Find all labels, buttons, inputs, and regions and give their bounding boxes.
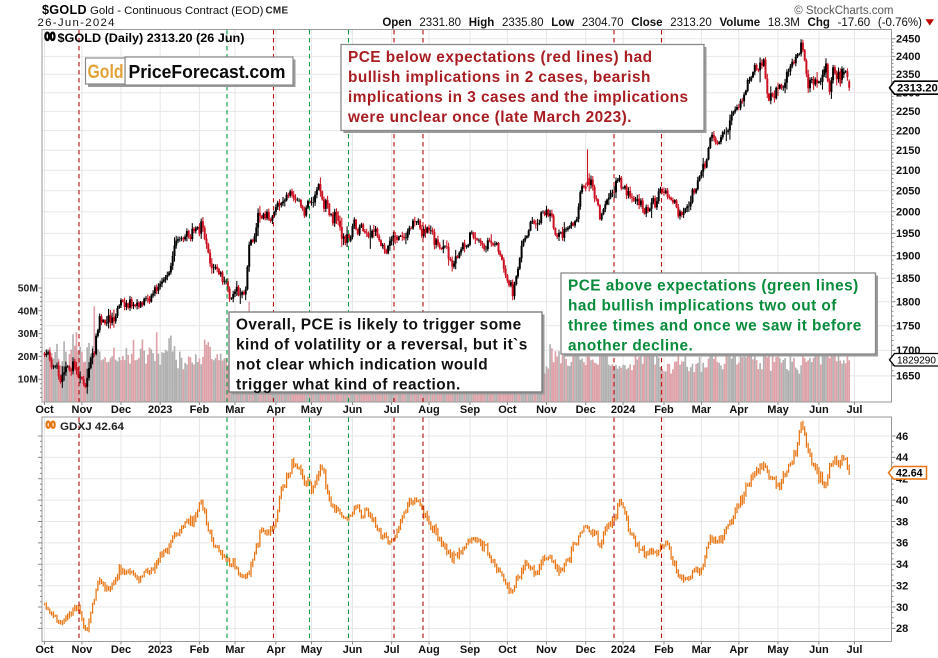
svg-text:46: 46 <box>896 431 908 443</box>
svg-text:2023: 2023 <box>148 404 172 416</box>
svg-text:PriceForecast.com: PriceForecast.com <box>129 61 286 82</box>
svg-text:Dec: Dec <box>111 644 131 656</box>
svg-text:Oct: Oct <box>498 644 517 656</box>
svg-text:2023: 2023 <box>148 644 172 656</box>
svg-text:PCE above expectations (green: PCE above expectations (green lines) <box>568 278 859 295</box>
svg-text:Apr: Apr <box>729 644 749 656</box>
svg-text:Oct: Oct <box>35 404 54 416</box>
svg-text:had bullish implications two o: had bullish implications two out of <box>568 298 837 315</box>
svg-text:Mar: Mar <box>692 404 712 416</box>
svg-text:Nov: Nov <box>536 404 558 416</box>
svg-text:Apr: Apr <box>266 404 286 416</box>
svg-text:not clear which indication wou: not clear which indication would <box>236 357 488 374</box>
svg-text:Feb: Feb <box>654 404 674 416</box>
svg-text:© StockCharts.com: © StockCharts.com <box>794 5 893 17</box>
svg-text:Jul: Jul <box>384 644 400 656</box>
svg-text:Sep: Sep <box>460 644 480 656</box>
svg-text:2450: 2450 <box>896 34 920 46</box>
svg-text:PCE below expectations (red li: PCE below expectations (red lines) had <box>348 49 652 66</box>
svg-text:Apr: Apr <box>729 404 749 416</box>
svg-text:30M: 30M <box>18 329 38 340</box>
svg-text:38: 38 <box>896 516 908 528</box>
svg-text:34: 34 <box>896 559 909 571</box>
svg-text:10M: 10M <box>18 375 38 386</box>
svg-text:2200: 2200 <box>896 125 920 137</box>
svg-text:Feb: Feb <box>654 644 674 656</box>
svg-text:1800: 1800 <box>896 297 920 309</box>
svg-text:Nov: Nov <box>72 644 94 656</box>
svg-text:28: 28 <box>896 623 908 635</box>
svg-text:40: 40 <box>896 495 908 507</box>
svg-text:Aug: Aug <box>418 644 439 656</box>
svg-text:Oct: Oct <box>498 404 517 416</box>
svg-text:1829290: 1829290 <box>897 355 936 366</box>
svg-text:CME: CME <box>266 6 289 17</box>
svg-text:20M: 20M <box>18 352 38 363</box>
svg-text:2050: 2050 <box>896 186 920 198</box>
svg-text:2024: 2024 <box>611 404 636 416</box>
svg-text:1650: 1650 <box>896 371 920 383</box>
svg-text:Mar: Mar <box>225 644 245 656</box>
svg-text:1850: 1850 <box>896 273 920 285</box>
svg-text:2400: 2400 <box>896 51 920 63</box>
svg-text:were unclear once (late March: were unclear once (late March 2023). <box>347 109 632 126</box>
svg-text:GDXJ 42.64: GDXJ 42.64 <box>60 421 124 433</box>
svg-text:2313.20: 2313.20 <box>897 82 938 94</box>
svg-text:50M: 50M <box>18 284 38 295</box>
svg-text:$GOLD: $GOLD <box>42 3 87 17</box>
svg-text:Oct: Oct <box>35 644 54 656</box>
svg-text:44: 44 <box>896 452 909 464</box>
svg-text:implications in 3 cases and th: implications in 3 cases and the implicat… <box>348 89 689 106</box>
svg-text:Gold - Continuous Contract (EO: Gold - Continuous Contract (EOD) <box>90 5 264 17</box>
svg-text:kind of volatility or a revers: kind of volatility or a reversal, but it… <box>236 337 528 354</box>
svg-text:Jul: Jul <box>847 644 863 656</box>
svg-text:42.64: 42.64 <box>896 467 923 479</box>
svg-text:1900: 1900 <box>896 250 920 262</box>
svg-text:Jul: Jul <box>384 404 400 416</box>
svg-text:Sep: Sep <box>460 404 480 416</box>
svg-text:trigger what kind of reaction.: trigger what kind of reaction. <box>236 377 461 394</box>
svg-text:2250: 2250 <box>896 106 920 118</box>
svg-text:36: 36 <box>896 538 908 550</box>
svg-text:2024: 2024 <box>611 644 636 656</box>
svg-text:Mar: Mar <box>692 644 712 656</box>
svg-text:May: May <box>767 644 789 656</box>
svg-text:Dec: Dec <box>576 404 596 416</box>
svg-text:40M: 40M <box>18 306 38 317</box>
svg-text:$GOLD (Daily) 2313.20 (26 Jun): $GOLD (Daily) 2313.20 (26 Jun) <box>58 32 245 45</box>
svg-text:May: May <box>301 404 323 416</box>
svg-text:Overall, PCE is likely to trig: Overall, PCE is likely to trigger some <box>236 317 522 334</box>
svg-text:Jul: Jul <box>847 404 863 416</box>
svg-text:Feb: Feb <box>190 404 210 416</box>
svg-text:three times and once we saw it: three times and once we saw it before <box>568 318 862 335</box>
svg-text:Apr: Apr <box>266 644 286 656</box>
svg-text:1950: 1950 <box>896 228 920 240</box>
svg-text:another decline.: another decline. <box>568 338 693 355</box>
svg-text:Nov: Nov <box>72 404 94 416</box>
svg-text:30: 30 <box>896 602 908 614</box>
svg-text:Dec: Dec <box>576 644 596 656</box>
svg-text:32: 32 <box>896 581 908 593</box>
svg-text:Gold: Gold <box>88 61 124 83</box>
svg-text:Aug: Aug <box>418 404 439 416</box>
svg-text:2100: 2100 <box>896 165 920 177</box>
svg-text:1750: 1750 <box>896 321 920 333</box>
svg-text:Jun: Jun <box>343 404 363 416</box>
svg-text:Jun: Jun <box>809 404 829 416</box>
svg-text:Open 2331.80 High 2335.80 Low: Open 2331.80 High 2335.80 Low 2304.70 Cl… <box>382 17 922 29</box>
svg-text:bullish implications in 2 case: bullish implications in 2 cases, bearish <box>348 69 651 86</box>
svg-text:2150: 2150 <box>896 145 920 157</box>
svg-text:Dec: Dec <box>111 404 131 416</box>
svg-text:May: May <box>767 404 789 416</box>
svg-text:Nov: Nov <box>536 644 558 656</box>
svg-text:Jun: Jun <box>809 644 829 656</box>
svg-text:2350: 2350 <box>896 69 920 81</box>
svg-text:Jun: Jun <box>343 644 363 656</box>
svg-text:26-Jun-2024: 26-Jun-2024 <box>38 17 116 29</box>
svg-text:Feb: Feb <box>190 644 210 656</box>
svg-text:2000: 2000 <box>896 207 920 219</box>
svg-text:May: May <box>301 644 323 656</box>
svg-text:Mar: Mar <box>225 404 245 416</box>
